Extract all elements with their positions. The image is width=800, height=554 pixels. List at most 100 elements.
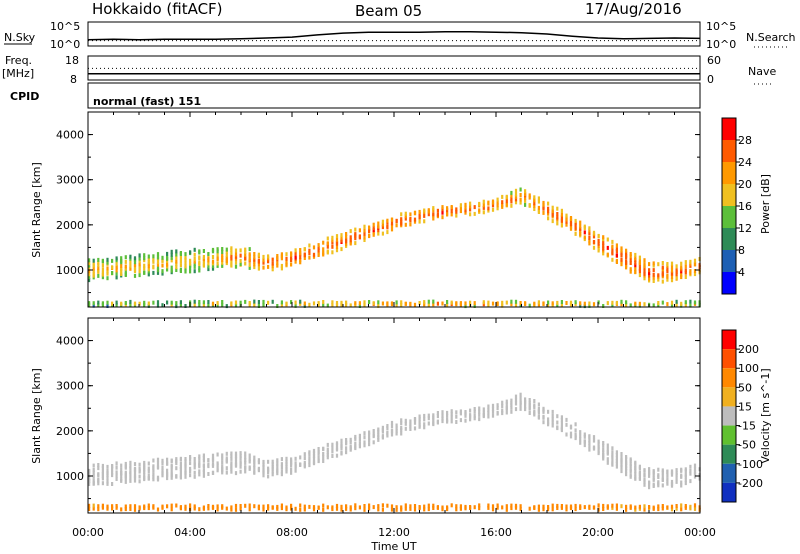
heatmap-cell [569,434,573,439]
heatmap-cell [202,302,205,307]
heatmap-cell [615,450,618,455]
heatmap-cell [363,228,366,233]
heatmap-cell [634,301,637,306]
heatmap-cell [234,462,238,467]
heatmap-cell [368,233,371,238]
heatmap-cell [432,506,435,510]
heatmap-cell [124,470,127,475]
heatmap-cell [248,465,251,470]
heatmap-cell [643,504,646,509]
heatmap-cell [138,259,141,264]
heatmap-cell [166,468,169,473]
heatmap-cell [92,506,95,511]
heatmap-cell [262,462,265,467]
heatmap-cell [556,215,559,220]
heatmap-cell [427,208,430,213]
heatmap-cell [207,472,210,476]
heatmap-cell [592,435,596,440]
heatmap-cell [473,211,476,216]
heatmap-cell [501,404,504,408]
heatmap-cell [469,408,472,413]
heatmap-cell [638,301,641,306]
heatmap-cell [308,251,311,256]
heatmap-cell [276,254,279,258]
velocity-colorbar-swatch [722,368,736,388]
heatmap-cell [602,447,605,452]
heatmap-cell [579,440,582,445]
heatmap-cell [221,263,224,268]
heatmap-cell [556,212,559,216]
heatmap-cell [510,199,513,204]
heatmap-cell [551,409,554,414]
heatmap-cell [124,474,127,479]
heatmap-cell [271,469,274,474]
heatmap-cell [92,266,95,271]
heatmap-cell [689,303,692,308]
heatmap-cell [496,505,499,510]
heatmap-cell [147,476,150,481]
heatmap-cell [574,231,577,236]
heatmap-cell [404,506,407,511]
heatmap-cell [372,432,375,437]
heatmap-cell [675,504,678,508]
heatmap-cell [615,247,618,252]
heatmap-cell [386,430,389,435]
heatmap-cell [97,466,100,471]
heatmap-cell [322,303,325,308]
heatmap-cell [542,420,545,425]
heatmap-cell [290,251,293,256]
power-colorbar-swatch [722,228,736,250]
heatmap-cell [184,506,187,511]
heatmap-cell [638,504,641,509]
heatmap-cell [446,206,449,211]
heatmap-cell [400,418,403,423]
heatmap-cell [143,472,146,477]
heatmap-cell [455,301,458,306]
time-axis-label: Time UT [370,540,416,553]
heatmap-cell [680,261,683,266]
heatmap-cell [239,248,242,253]
heatmap-cell [432,302,435,307]
power-colorbar-swatch [722,162,736,184]
freq-tick-bottom: 8 [70,73,77,86]
heatmap-cell [519,504,522,509]
heatmap-cell [657,262,660,267]
heatmap-cell [469,204,472,209]
heatmap-cell [602,251,605,256]
heatmap-cell [189,461,192,466]
heatmap-cell [152,254,155,259]
heatmap-cell [124,301,127,305]
heatmap-cell [317,301,320,306]
power-panel-frame [87,111,701,308]
heatmap-cell [648,473,651,478]
heatmap-cell [133,462,137,467]
heatmap-cell [441,207,444,212]
heatmap-cell [505,399,508,404]
velocity-colorbar-swatch [722,425,736,445]
heatmap-cell [491,301,495,306]
heatmap-cell [202,453,205,458]
heatmap-cell [317,245,320,250]
heatmap-cell [280,465,283,470]
heatmap-cell [88,479,91,483]
heatmap-cell [202,468,205,473]
heatmap-cell [129,460,132,465]
heatmap-cell [193,269,196,274]
heatmap-cell [101,481,104,486]
heatmap-cell [505,507,508,512]
heatmap-cell [413,420,417,425]
velocity-colorbar-label: Velocity [m s^-1] [759,368,772,463]
velocity-heatmap [88,392,701,512]
heatmap-cell [469,300,472,305]
heatmap-cell [615,464,618,469]
heatmap-cell [234,471,238,476]
heatmap-cell [418,505,421,509]
heatmap-cell [620,462,623,467]
heatmap-cell [638,266,641,271]
heatmap-cell [143,460,146,465]
heatmap-cell [615,258,618,263]
heatmap-cell [450,212,453,217]
heatmap-cell [547,211,550,216]
power-colorbar-swatch [722,272,736,294]
